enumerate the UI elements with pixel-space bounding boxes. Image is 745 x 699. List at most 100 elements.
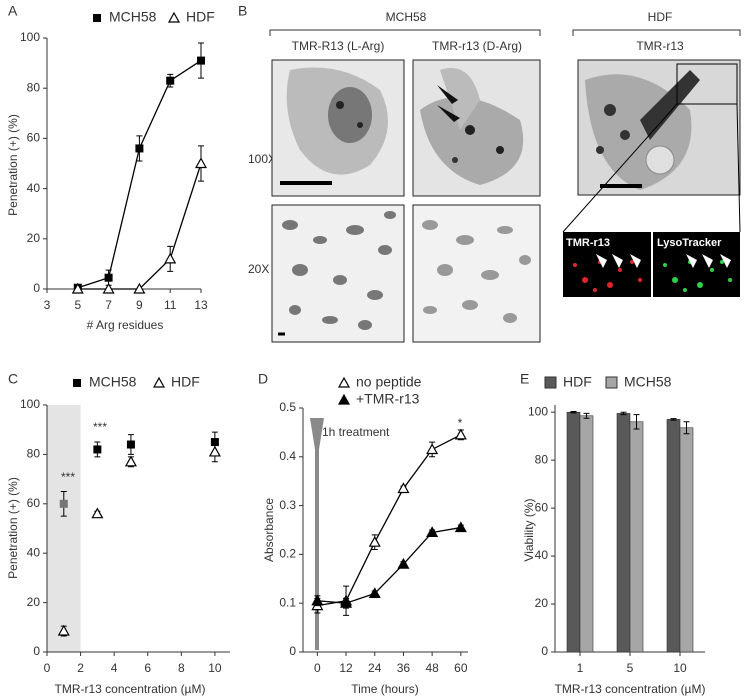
x-tick-label: 36 (397, 661, 411, 675)
error-bar (683, 421, 690, 435)
bar (679, 427, 694, 653)
marker (194, 157, 208, 169)
x-tick-label: 4 (111, 661, 118, 675)
y-tick-label: 60 (535, 500, 549, 514)
x-tick-label: 2 (77, 661, 84, 675)
marker (166, 76, 175, 85)
y-tick-label: 0.2 (279, 547, 296, 561)
y-tick-label: 60 (27, 131, 41, 145)
panel-letter: A (8, 3, 18, 19)
marker (454, 428, 467, 440)
panel-letter: E (520, 371, 529, 387)
y-tick-label: 20 (535, 596, 549, 610)
micrograph (271, 59, 405, 197)
y-tick-label: 100 (20, 397, 40, 411)
legend-marker (93, 14, 101, 22)
bar (616, 413, 631, 653)
marker (426, 526, 439, 538)
column-label: TMR-r13 (D-Arg) (432, 39, 522, 53)
treatment-arrowhead (310, 418, 324, 462)
legend-label: +TMR-r13 (356, 391, 420, 407)
error-bar (670, 418, 677, 421)
legend-marker (73, 379, 81, 387)
marker (368, 587, 381, 599)
series-line (317, 526, 461, 604)
legend-swatch (544, 376, 557, 389)
x-tick-label: 60 (454, 661, 468, 675)
x-tick-label: 8 (178, 661, 185, 675)
x-tick-label: 3 (44, 298, 51, 312)
x-axis-label: TMR-r13 concentration (µM) (555, 682, 706, 696)
x-tick-label: 10 (673, 661, 687, 675)
y-tick-label: 0.4 (279, 449, 296, 463)
y-tick-label: 0.3 (279, 498, 296, 512)
series-line (77, 163, 202, 290)
bar (629, 421, 644, 653)
marker (397, 557, 410, 569)
marker (197, 56, 205, 65)
y-tick-label: 0 (33, 644, 40, 658)
y-tick-label: 100 (528, 404, 548, 418)
panel-letter: B (238, 3, 247, 19)
marker (91, 507, 104, 519)
y-tick-label: 60 (27, 496, 41, 510)
column-label: TMR-R13 (L-Arg) (292, 39, 385, 53)
error-bar (583, 412, 590, 419)
series-line (77, 60, 202, 289)
x-tick-label: 12 (339, 661, 353, 675)
row-label: 100X (248, 152, 276, 166)
legend-label: HDF (186, 9, 215, 25)
y-tick-label: 0.1 (279, 595, 296, 609)
x-tick-label: 24 (368, 661, 382, 675)
x-tick-label: 0 (44, 661, 51, 675)
marker (102, 282, 115, 294)
zoom-line (562, 103, 678, 233)
group-bracket (269, 29, 541, 36)
bar (566, 411, 581, 653)
y-tick-label: 40 (535, 548, 549, 562)
x-tick-label: 6 (144, 661, 151, 675)
marker (124, 455, 137, 467)
marker (368, 535, 381, 547)
marker (126, 440, 135, 449)
legend-marker (152, 376, 166, 388)
marker (311, 594, 324, 606)
group-bracket (572, 29, 741, 36)
group-label: MCH58 (386, 10, 427, 24)
micrograph (271, 204, 405, 343)
marker (71, 282, 84, 294)
marker (57, 624, 70, 636)
marker (135, 144, 144, 153)
marker (93, 445, 102, 454)
row-label: 20X (248, 262, 269, 276)
marker (208, 445, 221, 457)
x-tick-label: 7 (105, 298, 112, 312)
inset-label: LysoTracker (657, 237, 722, 249)
y-tick-label: 40 (27, 545, 41, 559)
marker (164, 252, 177, 264)
x-tick-label: 11 (164, 298, 177, 312)
x-axis-label: Time (hours) (351, 682, 419, 696)
x-tick-label: 48 (425, 661, 439, 675)
y-tick-label: 100 (20, 30, 40, 44)
legend-label: HDF (563, 374, 592, 390)
legend-swatch (605, 376, 618, 389)
y-tick-label: 20 (27, 231, 41, 245)
x-tick-label: 5 (74, 298, 81, 312)
x-axis-label: TMR-r13 concentration (µM) (55, 682, 206, 696)
inset-label: TMR-r13 (566, 237, 610, 249)
legend-marker (167, 11, 181, 23)
annotation: *** (61, 470, 75, 484)
marker (59, 499, 68, 508)
legend-label: HDF (171, 374, 200, 390)
annotation: * (458, 416, 463, 430)
y-tick-label: 0 (541, 644, 548, 658)
annotation: 1h treatment (322, 425, 390, 439)
x-tick-label: 1 (577, 661, 584, 675)
micrograph (412, 59, 541, 197)
marker (454, 521, 467, 533)
legend-label: MCH58 (89, 374, 137, 390)
legend-label: MCH58 (624, 374, 672, 390)
y-axis-label: Absorbance (262, 498, 276, 562)
